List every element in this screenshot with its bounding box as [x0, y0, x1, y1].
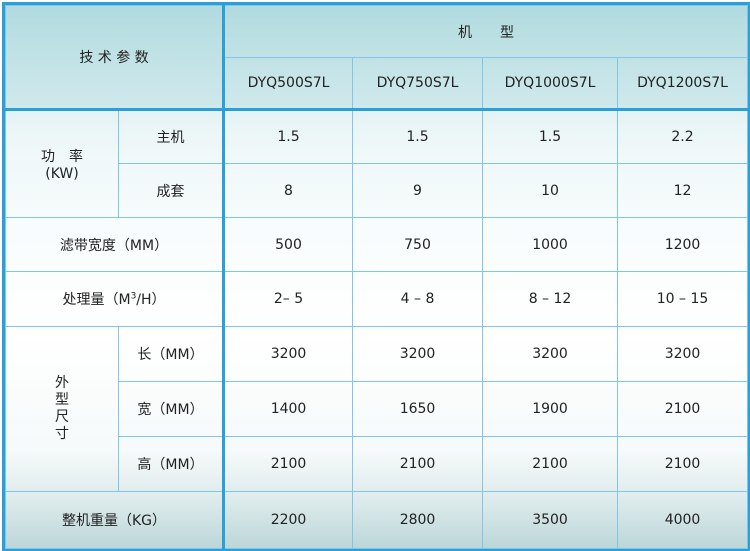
dimensions-label: 外型尺寸 [5, 326, 119, 492]
row-label: 处理量（M3/H） [4, 271, 226, 327]
capacity-sup: 3 [130, 291, 137, 302]
cell: 2.2 [617, 109, 749, 164]
cell: 2100 [223, 436, 354, 492]
row-label: 主机 [117, 109, 226, 164]
cell: 1.5 [223, 109, 354, 164]
cell: 10 – 15 [617, 271, 749, 327]
dim-char: 尺 [55, 409, 69, 425]
cell: 1200 [617, 217, 749, 272]
row-label: 高（MM） [117, 436, 226, 492]
cell: 3200 [352, 326, 484, 382]
model-name: DYQ1000S7L [482, 57, 619, 111]
dim-char: 外 [55, 375, 69, 391]
dim-char: 型 [55, 392, 69, 408]
table-row: 外型尺寸 长（MM） 3200 3200 3200 3200 [5, 326, 749, 492]
cell: 12 [617, 163, 749, 218]
cell: 2200 [223, 491, 354, 549]
cell: 1400 [223, 381, 354, 437]
cell: 1650 [352, 381, 484, 437]
cell: 4000 [617, 491, 749, 549]
cell: 4 – 8 [352, 271, 484, 327]
capacity-label-unit: /H） [136, 292, 166, 308]
cell: 2– 5 [223, 271, 354, 327]
spec-table: 技 术 参 数 机 型 DYQ500S7L DYQ750S7L DYQ1000S… [4, 5, 749, 549]
cell: 2800 [352, 491, 484, 549]
param-header: 技 术 参 数 [4, 5, 226, 111]
cell: 3500 [482, 491, 619, 549]
row-label: 成套 [117, 163, 226, 218]
cell: 500 [223, 217, 354, 272]
cell: 2100 [482, 436, 619, 492]
cell: 1900 [482, 381, 619, 437]
model-name: DYQ750S7L [352, 57, 484, 111]
table-row: 高（MM） 2100 2100 2100 2100 [6, 436, 749, 492]
cell: 2100 [617, 381, 749, 437]
cell: 3200 [617, 326, 749, 382]
row-label: 滤带宽度（MM） [4, 217, 226, 272]
cell: 2100 [352, 436, 484, 492]
cell: 10 [482, 163, 619, 218]
power-unit: (KW) [45, 166, 79, 182]
table-row: 功 率 (KW) 主机 1.5 1.5 1.5 2.2 [5, 109, 749, 218]
table-row: 滤带宽度（MM） 500 750 1000 1200 [4, 217, 749, 272]
table-row: 整机重量（KG） 2200 2800 3500 4000 [4, 491, 749, 549]
cell: 1000 [482, 217, 619, 272]
dim-char: 寸 [55, 426, 69, 442]
row-label: 长（MM） [117, 326, 226, 382]
cell: 1.5 [352, 109, 484, 164]
model-name: DYQ1200S7L [617, 57, 749, 111]
table-row: 宽（MM） 1400 1650 1900 2100 [6, 381, 749, 437]
cell: 3200 [482, 326, 619, 382]
power-label: 功 率 (KW) [5, 109, 119, 218]
cell: 1.5 [482, 109, 619, 164]
capacity-label: 处理量（M [62, 292, 131, 308]
table-row: 处理量（M3/H） 2– 5 4 – 8 8 – 12 10 – 15 [4, 271, 749, 327]
model-name: DYQ500S7L [223, 57, 354, 111]
cell: 2100 [617, 436, 749, 492]
cell: 3200 [223, 326, 354, 382]
table-row: 成套 8 9 10 12 [6, 163, 749, 218]
cell: 750 [352, 217, 484, 272]
power-label-text: 功 率 [41, 149, 83, 165]
row-label: 整机重量（KG） [4, 491, 226, 549]
row-label: 宽（MM） [117, 381, 226, 437]
cell: 9 [352, 163, 484, 218]
cell: 8 – 12 [482, 271, 619, 327]
model-header: 机 型 [223, 5, 749, 58]
cell: 8 [223, 163, 354, 218]
